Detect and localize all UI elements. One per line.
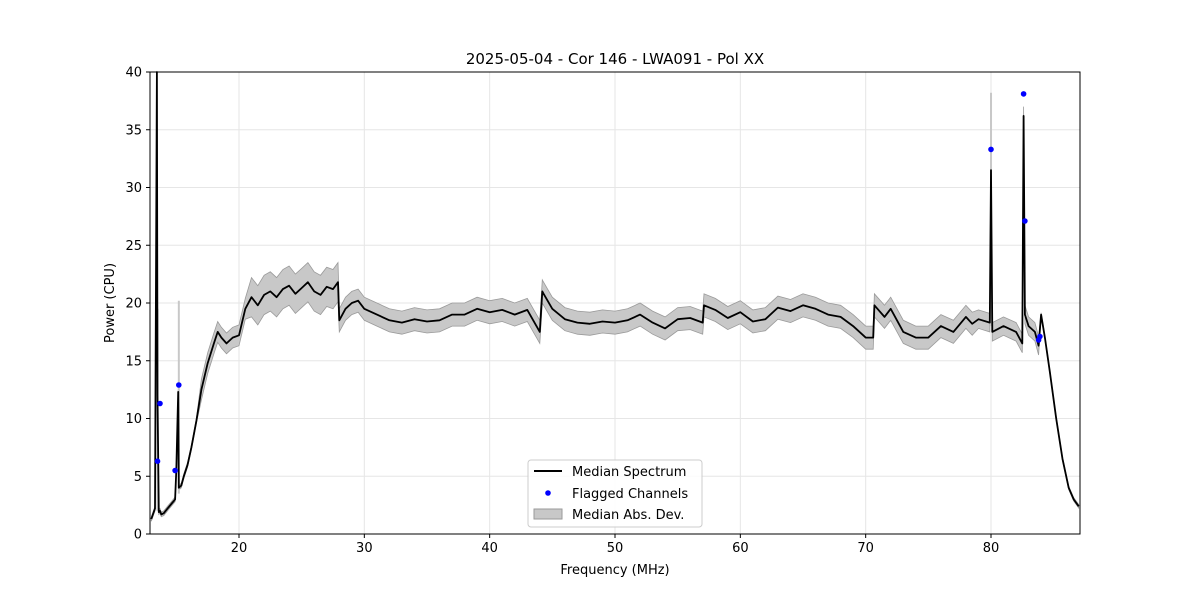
flagged-channel-point (988, 146, 994, 153)
x-tick-label: 70 (857, 541, 874, 556)
flagged-channel-point (1022, 218, 1028, 224)
median-spectrum-line (150, 71, 1080, 520)
mad-band-area (150, 71, 1080, 522)
legend-patch-swatch (533, 508, 563, 520)
y-tick-label: 0 (134, 528, 142, 543)
flagged-channel-point (157, 400, 163, 407)
flagged-channel-point (172, 467, 178, 474)
y-tick-label: 15 (125, 354, 142, 369)
y-axis-ticks: 0 5 10 15 20 25 30 35 40 (125, 66, 150, 543)
median-spectrum (150, 71, 1080, 520)
y-tick-label: 25 (125, 239, 142, 254)
chart-title: 2025-05-04 - Cor 146 - LWA091 - Pol XX (466, 50, 764, 68)
x-tick-label: 80 (983, 541, 1000, 556)
flagged-channels (154, 91, 1043, 474)
legend-label-mad: Median Abs. Dev. (572, 508, 684, 523)
x-tick-label: 50 (607, 541, 624, 556)
y-tick-label: 10 (125, 412, 142, 427)
y-tick-label: 40 (125, 66, 142, 81)
x-tick-label: 40 (481, 541, 498, 556)
legend: Median Spectrum Flagged Channels Median … (527, 459, 703, 528)
legend-dot-swatch (545, 490, 551, 496)
y-axis-label: Power (CPU) (103, 263, 118, 343)
flagged-channel-point (176, 382, 182, 388)
flagged-channel-point (1037, 333, 1043, 340)
legend-box (527, 459, 703, 528)
y-tick-label: 5 (134, 470, 142, 485)
legend-label-median: Median Spectrum (572, 465, 686, 480)
y-tick-label: 35 (125, 123, 142, 138)
flagged-channel-point (154, 458, 161, 465)
x-tick-label: 20 (231, 541, 248, 556)
x-tick-label: 60 (732, 541, 749, 556)
y-tick-label: 30 (125, 181, 142, 196)
legend-label-flagged: Flagged Channels (572, 487, 688, 502)
y-tick-label: 20 (125, 297, 142, 312)
flagged-channel-point (1020, 91, 1027, 97)
x-axis-ticks: 20 30 40 50 60 70 80 (231, 534, 1000, 556)
x-axis-label: Frequency (MHz) (560, 563, 669, 578)
x-tick-label: 30 (356, 541, 373, 556)
